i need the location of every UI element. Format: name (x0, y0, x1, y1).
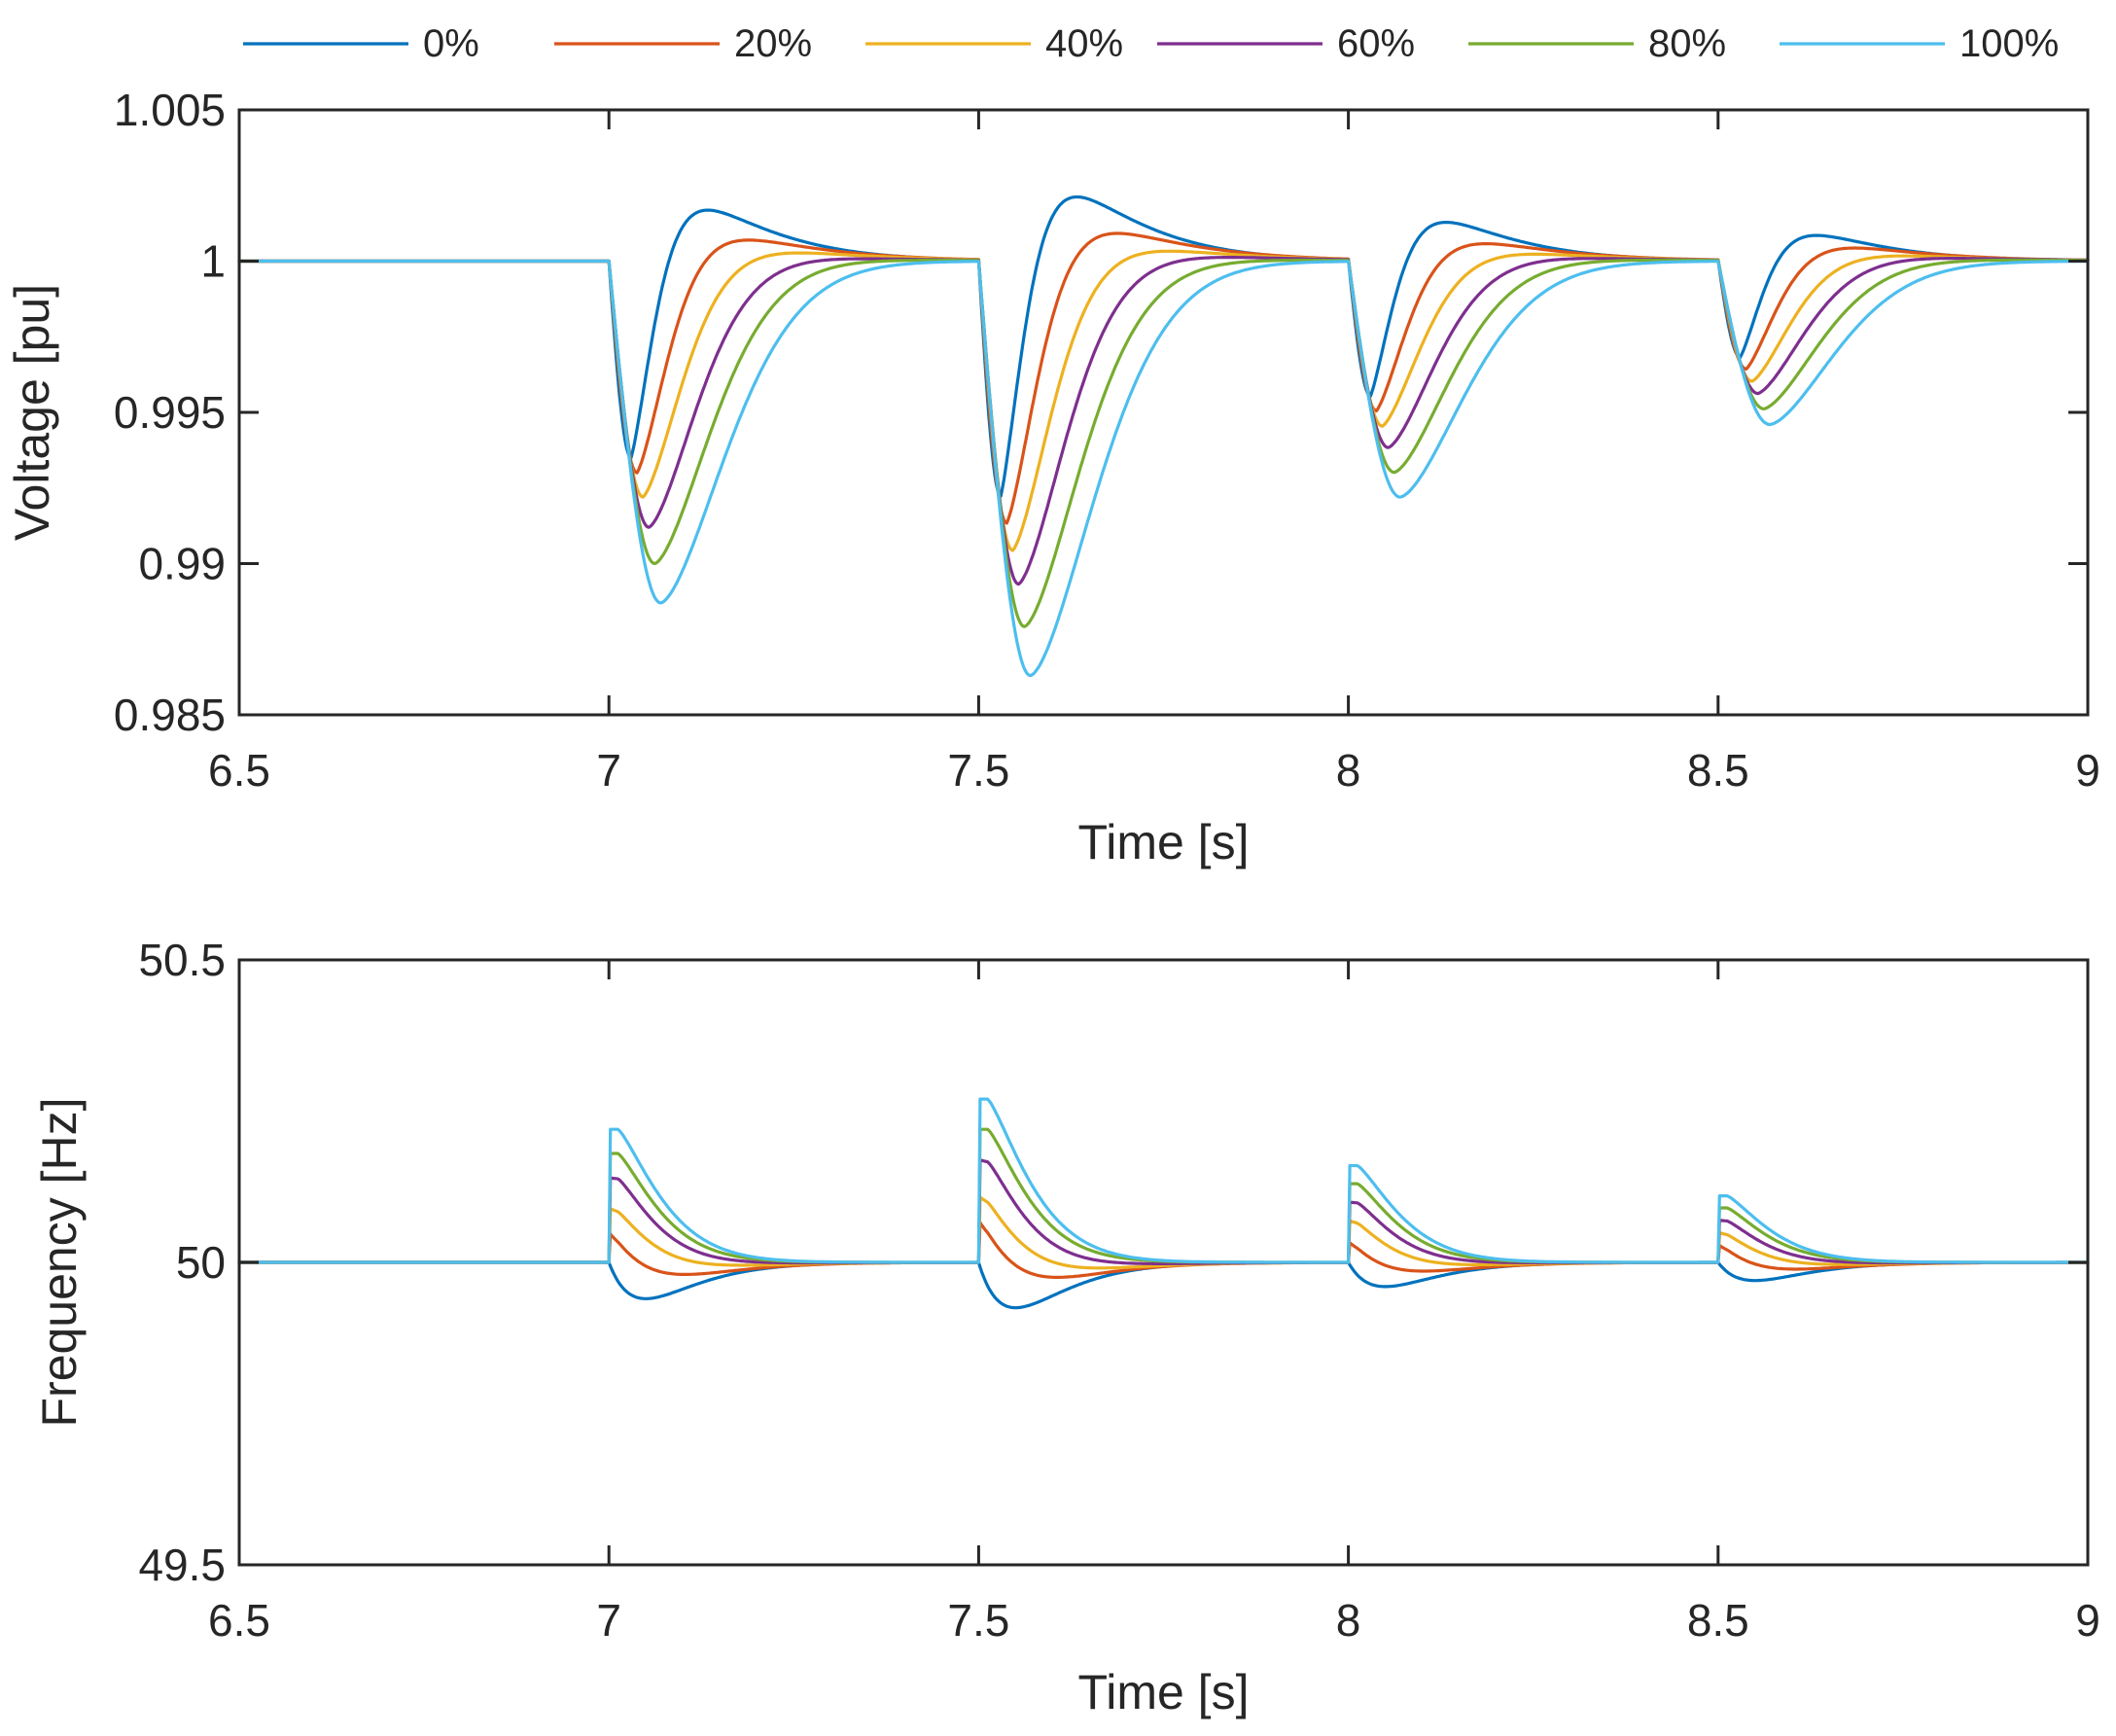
y-tick-label: 49.5 (138, 1540, 226, 1590)
frequency-panel: 6.5 7 7.5 8 8.5 9 49.5 50 50.5 Time [s] Frequency … (32, 935, 2100, 1719)
x-tick-label: 7.5 (947, 745, 1009, 796)
x-tick-label: 8.5 (1687, 1595, 1749, 1646)
y-axis-label: Voltage [pu] (5, 284, 59, 541)
legend-label: 20% (734, 22, 812, 65)
series-group (237, 1097, 2090, 1310)
legend-label: 40% (1045, 22, 1123, 65)
series-line-frequency-60pct (237, 1158, 2090, 1266)
legend-label: 60% (1337, 22, 1415, 65)
voltage-panel: 6.5 7 7.5 8 8.5 9 0.985 0.99 0.995 1 1.005 Time [s]… (5, 85, 2100, 869)
series-group (237, 195, 2090, 678)
y-tick-label: 1 (200, 236, 226, 287)
legend-entry: 80% (1468, 22, 1726, 65)
x-tick-label: 6.5 (208, 745, 270, 796)
legend: 0% 20% 40% 60% 80% 100% (243, 22, 2059, 65)
x-tick-label: 6.5 (208, 1595, 270, 1646)
series-line-voltage-80pct (237, 258, 2090, 628)
x-tick-label: 7 (596, 745, 621, 796)
legend-entry: 40% (865, 22, 1123, 65)
axes-box (237, 108, 2090, 717)
x-axis-label: Time [s] (1078, 1665, 1250, 1719)
series-line-frequency-100pct (237, 1097, 2090, 1264)
y-tick-label: 50 (176, 1237, 226, 1288)
x-tick-label: 7.5 (947, 1595, 1009, 1646)
legend-label: 100% (1959, 22, 2059, 65)
x-tick-label: 9 (2075, 1595, 2100, 1646)
series-line-voltage-20pct (237, 231, 2090, 525)
series-line-frequency-80pct (237, 1127, 2090, 1264)
legend-label: 0% (423, 22, 479, 65)
legend-entry: 0% (243, 22, 479, 65)
series-line-voltage-60pct (237, 256, 2090, 586)
series-line-voltage-40pct (237, 249, 2090, 552)
y-tick-label: 0.985 (114, 690, 226, 740)
y-tick-label: 0.99 (138, 539, 226, 589)
y-axis-label: Frequency [Hz] (32, 1097, 87, 1427)
x-tick-label: 8.5 (1687, 745, 1749, 796)
x-tick-label: 9 (2075, 745, 2100, 796)
y-tick-label: 1.005 (114, 85, 226, 135)
x-tick-label: 8 (1336, 745, 1361, 796)
legend-entry: 100% (1780, 22, 2059, 65)
legend-label: 80% (1648, 22, 1726, 65)
x-tick-label: 7 (596, 1595, 621, 1646)
series-line-voltage-100pct (237, 259, 2090, 678)
legend-entry: 60% (1157, 22, 1415, 65)
x-tick-label: 8 (1336, 1595, 1361, 1646)
x-axis-label: Time [s] (1078, 815, 1250, 869)
y-tick-label: 0.995 (114, 387, 226, 438)
y-tick-label: 50.5 (138, 935, 226, 985)
legend-entry: 20% (554, 22, 812, 65)
